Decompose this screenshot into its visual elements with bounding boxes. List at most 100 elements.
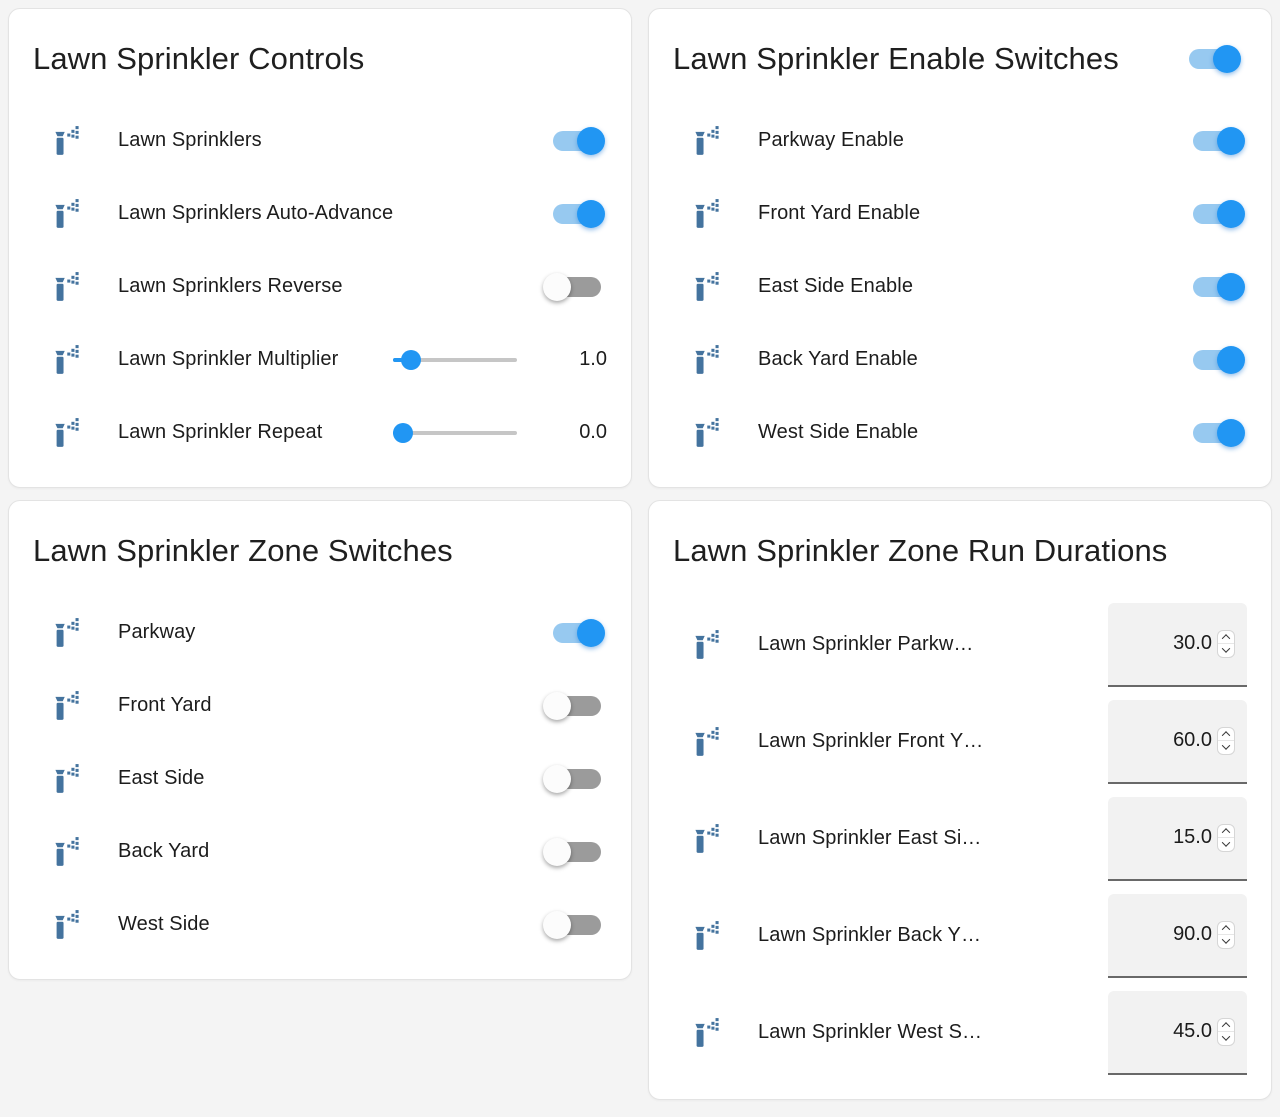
switch-thumb[interactable] <box>1217 345 1245 374</box>
card-title: Lawn Sprinkler Zone Run Durations <box>673 533 1168 568</box>
switch-thumb[interactable] <box>577 126 605 155</box>
card-lawn-sprinkler-enable-switches: Lawn Sprinkler Enable Switches Parkway E… <box>648 8 1272 488</box>
sprinkler-icon <box>51 198 83 230</box>
decrement-button[interactable] <box>1218 837 1234 851</box>
entity-label: Lawn Sprinkler Back Y… <box>758 924 982 946</box>
switch-thumb[interactable] <box>1217 418 1245 447</box>
toggle-switch[interactable] <box>545 618 605 647</box>
toggle-switch[interactable] <box>543 272 603 301</box>
entity-row: Parkway Enable <box>673 104 1247 177</box>
switch-thumb[interactable] <box>1217 126 1245 155</box>
entity-label: West Side <box>118 913 210 935</box>
number-input[interactable]: 15.0 <box>1108 796 1247 881</box>
number-spinner[interactable] <box>1217 629 1235 658</box>
slider-track[interactable] <box>393 430 517 435</box>
card-header-toggle[interactable] <box>1181 45 1241 73</box>
number-value[interactable]: 30.0 <box>1173 632 1212 654</box>
toggle-switch[interactable] <box>1185 345 1245 374</box>
card-header: Lawn Sprinkler Enable Switches <box>673 9 1247 79</box>
card-title: Lawn Sprinkler Controls <box>33 41 365 76</box>
number-spinner[interactable] <box>1217 726 1235 755</box>
switch-thumb[interactable] <box>1217 199 1245 228</box>
switch-thumb[interactable] <box>543 837 571 866</box>
increment-button[interactable] <box>1218 825 1234 838</box>
entity-label: East Side Enable <box>758 275 914 297</box>
number-value[interactable]: 15.0 <box>1173 826 1212 848</box>
card-header: Lawn Sprinkler Controls <box>33 9 607 79</box>
toggle-switch[interactable] <box>545 199 605 228</box>
switch-thumb[interactable] <box>543 272 571 301</box>
slider-value: 0.0 <box>579 421 607 443</box>
toggle-switch[interactable] <box>543 837 603 866</box>
slider-thumb[interactable] <box>401 349 422 370</box>
entity-rows: Lawn Sprinklers Lawn Sprinklers Auto-Adv… <box>33 104 607 469</box>
switch-thumb[interactable] <box>543 910 571 939</box>
increment-button[interactable] <box>1218 1019 1234 1032</box>
sprinkler-icon <box>51 271 83 303</box>
number-value[interactable]: 60.0 <box>1173 729 1212 751</box>
toggle-switch[interactable] <box>1185 199 1245 228</box>
card-lawn-sprinkler-controls: Lawn Sprinkler Controls Lawn Sprinklers <box>8 8 632 488</box>
increment-button[interactable] <box>1218 728 1234 741</box>
entity-row: Parkway <box>33 596 607 669</box>
number-spinner[interactable] <box>1217 1017 1235 1046</box>
switch-thumb[interactable] <box>1217 272 1245 301</box>
switch-thumb[interactable] <box>577 618 605 647</box>
number-input[interactable]: 90.0 <box>1108 893 1247 978</box>
entity-label: Back Yard Enable <box>758 348 918 370</box>
slider-value: 1.0 <box>579 348 607 370</box>
number-input[interactable]: 60.0 <box>1108 699 1247 784</box>
switch-thumb[interactable] <box>543 764 571 793</box>
slider[interactable] <box>393 346 517 374</box>
toggle-switch[interactable] <box>1185 126 1245 155</box>
sprinkler-icon <box>691 198 723 230</box>
toggle-switch[interactable] <box>1185 272 1245 301</box>
sprinkler-icon <box>691 271 723 303</box>
switch-thumb[interactable] <box>577 199 605 228</box>
increment-button[interactable] <box>1218 922 1234 935</box>
slider-track[interactable] <box>393 357 517 362</box>
entity-row: Front Yard Enable <box>673 177 1247 250</box>
toggle-switch[interactable] <box>543 910 603 939</box>
card-lawn-sprinkler-zone-run-durations: Lawn Sprinkler Zone Run Durations Lawn S… <box>648 500 1272 1100</box>
number-input[interactable]: 45.0 <box>1108 990 1247 1075</box>
number-spinner[interactable] <box>1217 823 1235 852</box>
toggle-switch[interactable] <box>545 126 605 155</box>
toggle-switch[interactable] <box>1185 418 1245 447</box>
toggle-switch[interactable] <box>543 764 603 793</box>
number-spinner[interactable] <box>1217 920 1235 949</box>
toggle-switch[interactable] <box>543 691 603 720</box>
slider-thumb[interactable] <box>393 422 413 443</box>
entity-row: Lawn Sprinkler Repeat 0.0 <box>33 396 607 469</box>
slider[interactable] <box>393 419 517 447</box>
switch-thumb[interactable] <box>1213 45 1241 73</box>
chevron-down-icon <box>1221 644 1231 654</box>
sprinkler-icon <box>691 417 723 449</box>
entity-rows: Parkway Enable Front Yard Enable <box>673 104 1247 469</box>
chevron-up-icon <box>1221 924 1231 934</box>
entity-row: Back Yard <box>33 815 607 888</box>
switch-thumb[interactable] <box>543 691 571 720</box>
entity-label: Parkway Enable <box>758 129 904 151</box>
chevron-down-icon <box>1221 838 1231 848</box>
increment-button[interactable] <box>1218 631 1234 644</box>
entity-label: Lawn Sprinkler Parkw… <box>758 633 974 655</box>
sprinkler-icon <box>51 617 83 649</box>
decrement-button[interactable] <box>1218 1031 1234 1045</box>
decrement-button[interactable] <box>1218 643 1234 657</box>
entity-label: Lawn Sprinkler West S… <box>758 1021 983 1043</box>
entity-row: West Side Enable <box>673 396 1247 469</box>
sprinkler-icon <box>51 836 83 868</box>
chevron-up-icon <box>1221 730 1231 740</box>
decrement-button[interactable] <box>1218 740 1234 754</box>
number-input[interactable]: 30.0 <box>1108 602 1247 687</box>
entity-row: East Side Enable <box>673 250 1247 323</box>
entity-row: Lawn Sprinklers <box>33 104 607 177</box>
card-title: Lawn Sprinkler Zone Switches <box>33 533 453 568</box>
number-value[interactable]: 90.0 <box>1173 923 1212 945</box>
decrement-button[interactable] <box>1218 934 1234 948</box>
number-value[interactable]: 45.0 <box>1173 1020 1212 1042</box>
card-lawn-sprinkler-zone-switches: Lawn Sprinkler Zone Switches Parkway <box>8 500 632 980</box>
card-header: Lawn Sprinkler Zone Switches <box>33 501 607 571</box>
